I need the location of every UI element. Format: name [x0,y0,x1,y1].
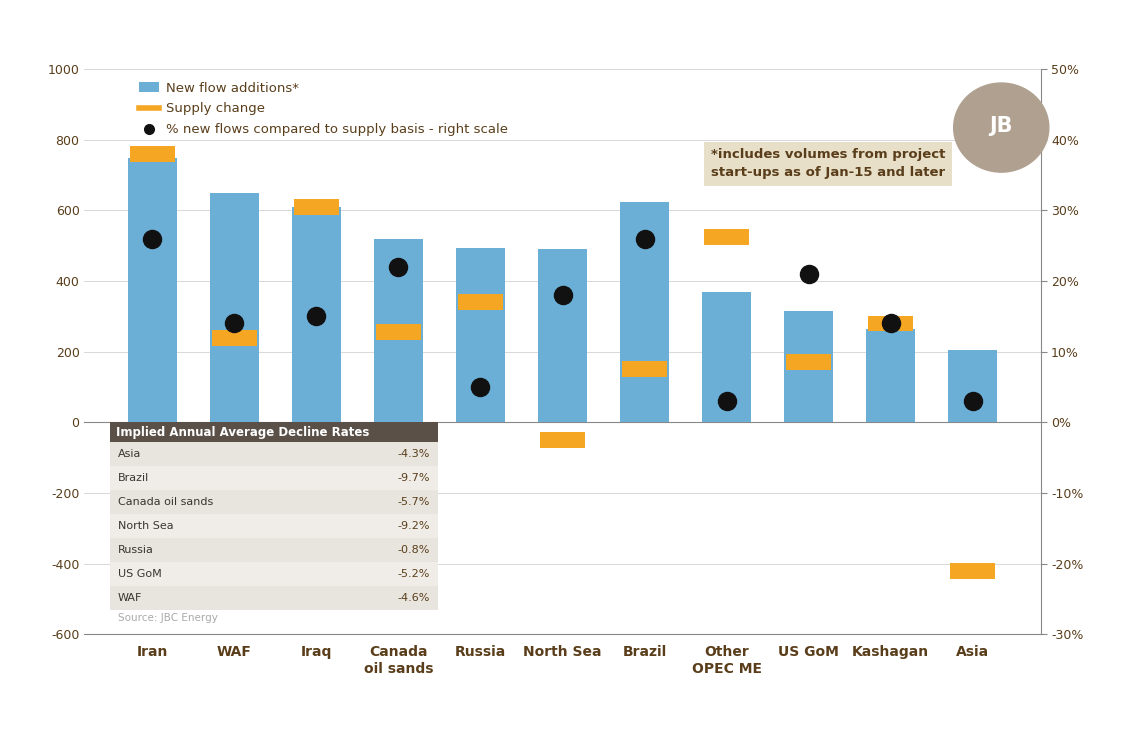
Text: JB: JB [990,116,1012,136]
Bar [540,432,585,448]
Text: -9.7%: -9.7% [397,473,430,483]
Bar [702,292,752,422]
Bar [374,239,423,422]
Bar [291,207,341,422]
Text: Canada oil sands: Canada oil sands [118,497,214,507]
Bar [786,354,831,370]
Text: -5.7%: -5.7% [397,497,430,507]
Circle shape [954,83,1048,172]
Text: -4.6%: -4.6% [397,593,430,603]
Bar [538,249,587,422]
Text: Brazil: Brazil [118,473,150,483]
Bar [867,316,914,332]
Bar [110,562,438,586]
Bar [458,295,503,311]
Bar [620,202,669,422]
Bar [294,199,339,215]
Bar [376,324,421,340]
Text: WAF: WAF [118,593,143,603]
Text: US GoM: US GoM [118,569,162,579]
Bar [784,311,834,422]
Bar [128,157,177,422]
Bar [950,563,996,579]
Bar [704,229,749,245]
Bar [110,514,438,538]
Bar [110,422,438,442]
Text: -9.2%: -9.2% [397,521,430,531]
Text: North Sea: North Sea [118,521,173,531]
Bar [129,146,176,162]
Bar [110,490,438,514]
Bar [212,330,258,346]
Text: Source: JBC Energy: Source: JBC Energy [118,613,218,623]
Text: *includes volumes from project
start-ups as of Jan-15 and later: *includes volumes from project start-ups… [711,149,945,179]
Text: New Flows in Context with Total Crude Supply Change 2017 vs 2015 ['000 b/d; %]: New Flows in Context with Total Crude Su… [132,17,993,37]
Bar [622,362,667,378]
Text: -4.3%: -4.3% [397,449,430,459]
Legend: New flow additions*, Supply change, % new flows compared to supply basis - right: New flow additions*, Supply change, % ne… [138,82,508,136]
Text: Russia: Russia [118,545,154,555]
Text: Asia: Asia [118,449,142,459]
Text: -0.8%: -0.8% [397,545,430,555]
Text: -5.2%: -5.2% [397,569,430,579]
Bar [110,586,438,610]
Text: Implied Annual Average Decline Rates: Implied Annual Average Decline Rates [116,426,370,439]
Bar [866,329,915,422]
Bar [110,538,438,562]
Bar [110,442,438,466]
Bar [110,466,438,490]
Bar [948,350,997,422]
Bar [210,193,259,422]
Bar [456,248,505,422]
